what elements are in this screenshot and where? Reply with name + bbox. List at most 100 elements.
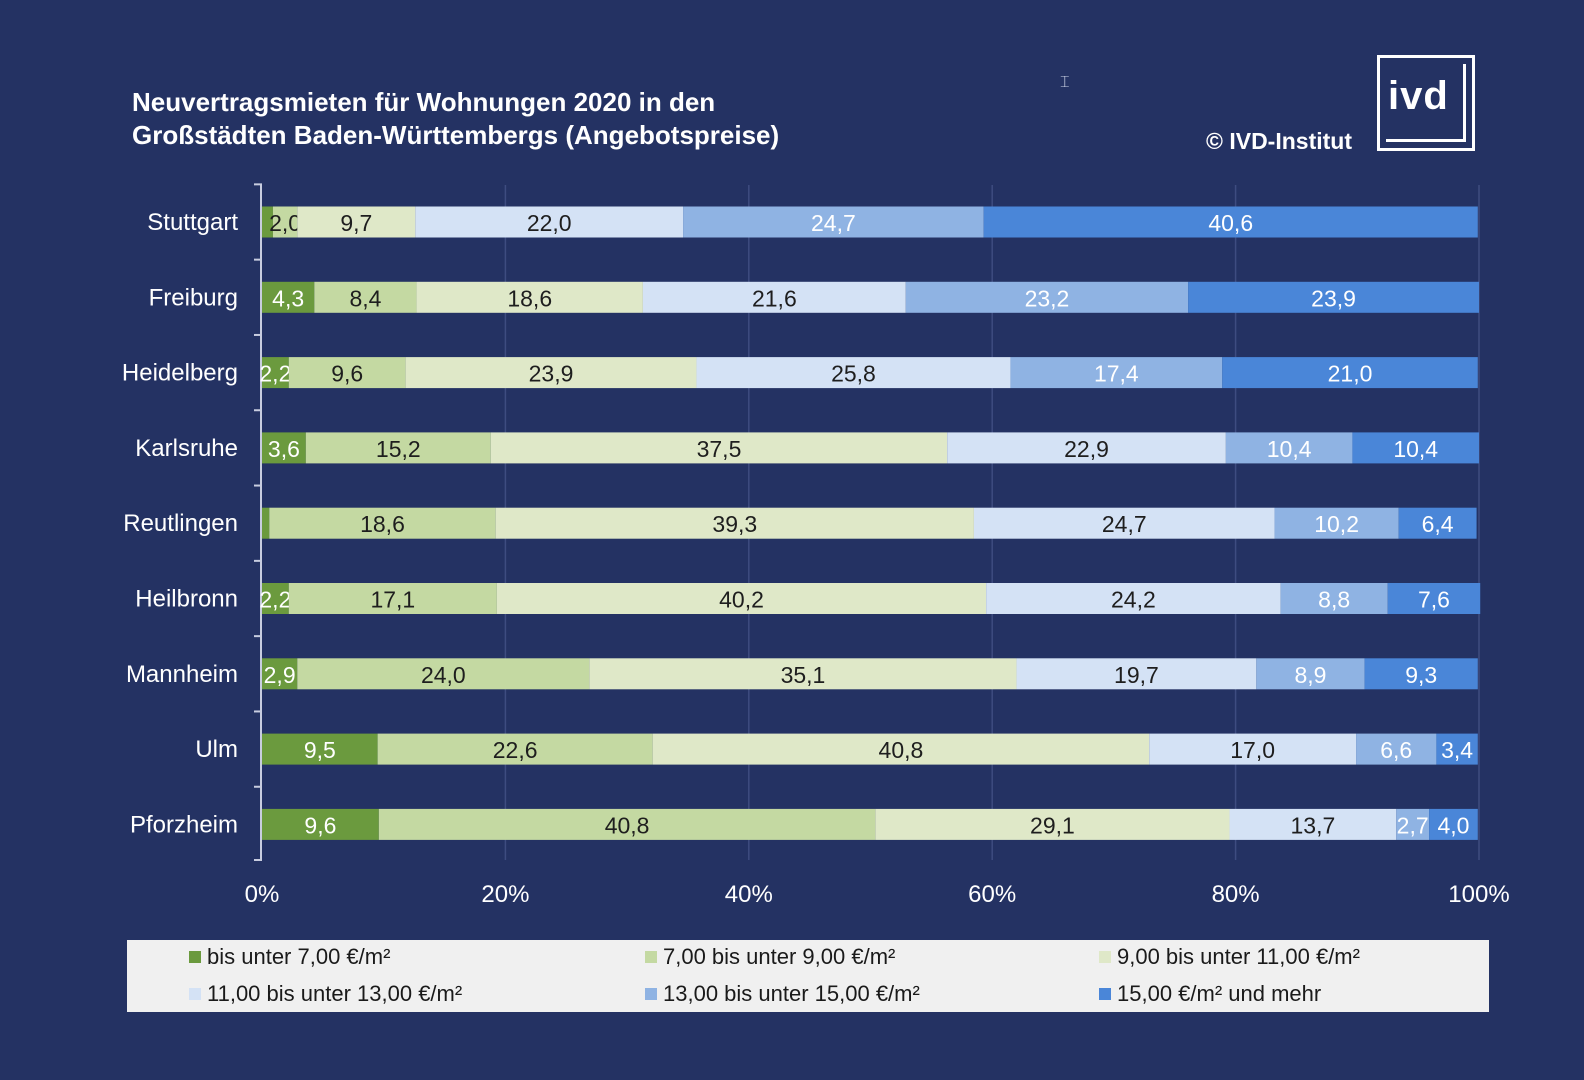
data-label: 3,4 xyxy=(1441,737,1473,763)
category-label: Ulm xyxy=(195,736,238,763)
bar-segment xyxy=(947,432,1226,464)
bar-segment xyxy=(297,206,416,238)
data-label: 29,1 xyxy=(1030,812,1075,838)
data-label: 3,6 xyxy=(268,436,300,462)
bar-segment xyxy=(652,733,1150,765)
category-label: Karlsruhe xyxy=(135,435,238,462)
bar-segment xyxy=(905,281,1189,313)
bar-segment xyxy=(262,733,378,765)
bar-segment xyxy=(642,281,906,313)
data-label: 10,4 xyxy=(1393,436,1438,462)
bar-segment xyxy=(1274,507,1399,539)
bar-segment xyxy=(1387,583,1481,614)
bar-segment xyxy=(262,281,315,313)
data-label: 23,9 xyxy=(1311,285,1356,311)
data-label: 22,0 xyxy=(527,210,572,236)
bar-segment xyxy=(1429,808,1478,840)
bar-segment xyxy=(262,658,298,690)
legend-label: 9,00 bis unter 11,00 €/m² xyxy=(1117,944,1360,969)
bar-segment xyxy=(1256,658,1365,690)
bar-segment xyxy=(297,658,590,690)
legend-item: bis unter 7,00 €/m² xyxy=(189,944,390,970)
legend-swatch xyxy=(645,951,657,963)
data-label: 2,7 xyxy=(1397,812,1429,838)
data-label: 18,6 xyxy=(507,285,552,311)
data-label: 25,8 xyxy=(831,361,876,387)
legend-label: 15,00 €/m² und mehr xyxy=(1117,981,1322,1006)
data-label: 24,7 xyxy=(1102,511,1147,537)
data-label: 17,0 xyxy=(1230,737,1275,763)
x-tick-label: 60% xyxy=(968,881,1016,908)
bar-segment xyxy=(416,281,643,313)
data-label: 9,7 xyxy=(340,210,372,236)
bar-segment xyxy=(983,206,1478,238)
data-label: 2,9 xyxy=(264,662,296,688)
text-cursor-icon: ⌶ xyxy=(1060,74,1070,91)
bar-segment xyxy=(1280,583,1388,614)
legend-swatch xyxy=(1099,988,1111,1000)
legend-swatch xyxy=(189,951,201,963)
bar-segment xyxy=(288,357,406,389)
legend-label: 11,00 bis unter 13,00 €/m² xyxy=(207,981,463,1006)
data-label: 6,4 xyxy=(1422,511,1454,537)
bar-segment xyxy=(1396,808,1430,840)
bar-segment xyxy=(1222,357,1478,389)
data-label: 22,6 xyxy=(493,737,538,763)
bar-segment xyxy=(1016,658,1257,690)
bar-segment xyxy=(496,583,987,614)
bar-segment xyxy=(1229,808,1397,840)
data-label: 40,6 xyxy=(1208,210,1253,236)
data-label: 37,5 xyxy=(697,436,742,462)
data-label: 2,2 xyxy=(259,361,291,387)
data-label: 17,4 xyxy=(1094,361,1139,387)
x-tick-label: 80% xyxy=(1212,881,1260,908)
data-label: 6,6 xyxy=(1380,737,1412,763)
data-label: 9,5 xyxy=(304,737,336,763)
bar-segment xyxy=(986,583,1281,614)
x-tick-label: 20% xyxy=(481,881,529,908)
data-label: 2,2 xyxy=(259,587,291,613)
data-label: 8,9 xyxy=(1294,662,1326,688)
data-label: 18,6 xyxy=(360,511,405,537)
data-label: 40,2 xyxy=(719,587,764,613)
bar-segment xyxy=(288,583,497,614)
bar-segment xyxy=(490,432,948,464)
bar-segment xyxy=(314,281,417,313)
legend-item: 13,00 bis unter 15,00 €/m² xyxy=(645,981,920,1007)
ivd-logo-frame xyxy=(1386,64,1466,142)
bar-segment xyxy=(415,206,684,238)
legend-item: 11,00 bis unter 13,00 €/m² xyxy=(189,981,462,1007)
data-label: 10,4 xyxy=(1267,436,1312,462)
bar-segment xyxy=(1364,658,1478,690)
bar-segment xyxy=(262,206,273,238)
category-label: Heidelberg xyxy=(122,360,238,387)
data-label: 24,7 xyxy=(811,210,856,236)
bar-segment xyxy=(875,808,1230,840)
copyright-label: © IVD-Institut xyxy=(1206,128,1352,154)
data-label: 39,3 xyxy=(712,511,757,537)
data-label: 24,0 xyxy=(421,662,466,688)
bar-segment xyxy=(1398,507,1477,539)
category-label: Pforzheim xyxy=(130,811,238,838)
bar-segment xyxy=(1010,357,1223,389)
bar-segment xyxy=(269,507,496,539)
bar-segment xyxy=(405,357,697,389)
data-label: 8,4 xyxy=(349,285,381,311)
bar-segment xyxy=(589,658,1017,690)
legend-swatch xyxy=(189,988,201,1000)
data-label: 7,6 xyxy=(1418,587,1450,613)
data-label: 22,9 xyxy=(1064,436,1109,462)
data-label: 4,3 xyxy=(272,285,304,311)
chart-title-line2: Großstädten Baden-Württembergs (Angebots… xyxy=(132,120,780,150)
data-label: 15,2 xyxy=(376,436,421,462)
data-label: 19,7 xyxy=(1114,662,1159,688)
bar-segment xyxy=(377,733,653,765)
x-tick-label: 0% xyxy=(245,881,280,908)
bar-segment xyxy=(1352,432,1479,464)
bar-segment xyxy=(1356,733,1437,765)
bar-segment xyxy=(305,432,491,464)
chart-title: Neuvertragsmieten für Wohnungen 2020 in … xyxy=(132,86,779,152)
category-label: Reutlingen xyxy=(123,510,238,537)
data-label: 23,2 xyxy=(1025,285,1070,311)
category-label: Heilbronn xyxy=(135,586,238,613)
